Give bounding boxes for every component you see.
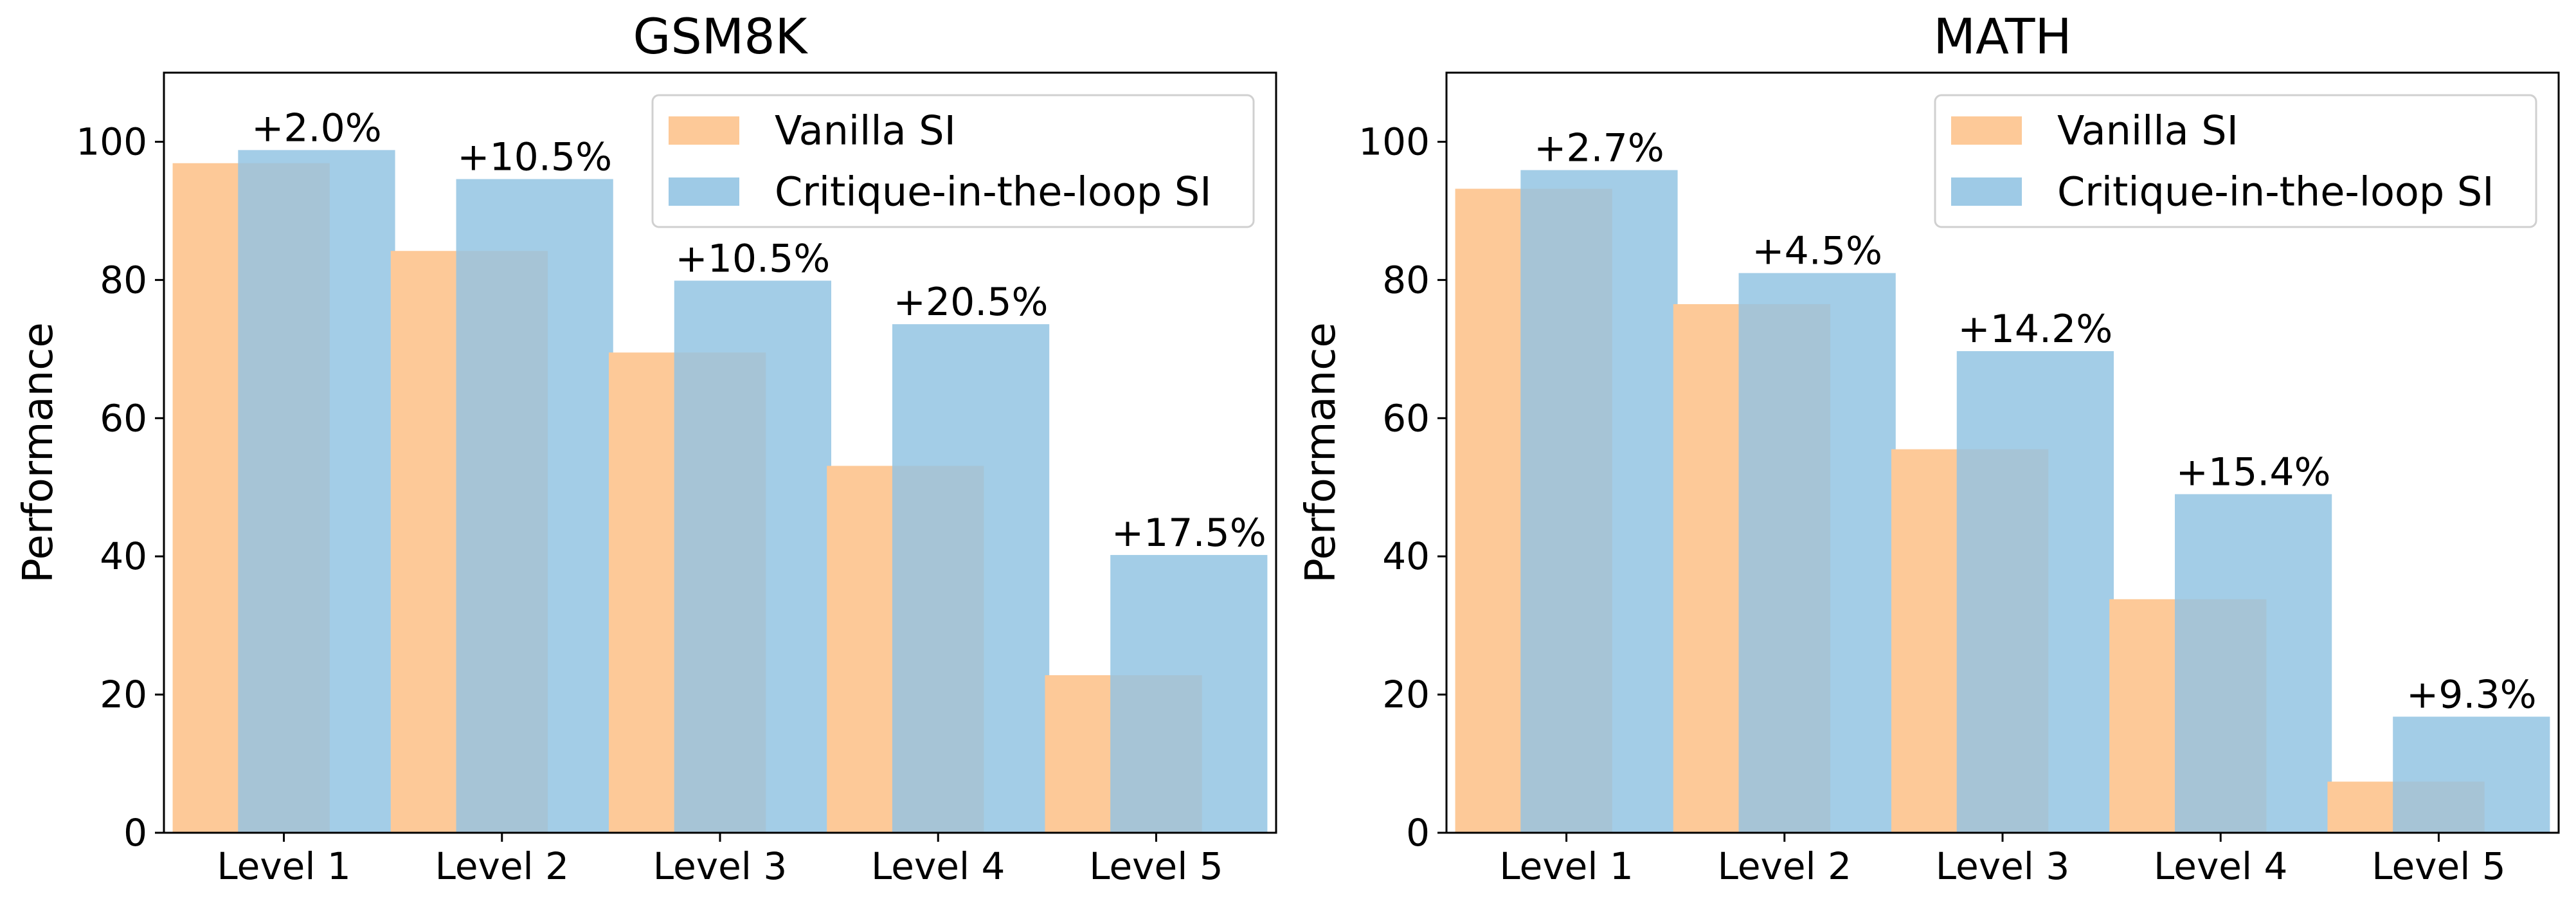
legend: Vanilla SI Critique-in-the-loop SI: [651, 94, 1255, 228]
legend-swatch: [1951, 177, 2022, 206]
plot-area-frame: [163, 71, 1277, 834]
y-axis-label: Performance: [1297, 322, 1345, 583]
bar-overlap-region: [1520, 188, 1612, 833]
y-tick-label: 60: [1382, 396, 1430, 440]
bar-overlap-region: [1956, 449, 2049, 833]
improvement-label: +2.7%: [1534, 126, 1664, 171]
legend-swatch: [1951, 116, 2022, 145]
improvement-label: +2.0%: [251, 105, 382, 150]
y-tick-label: 60: [100, 396, 147, 440]
legend-label: Critique-in-the-loop SI: [775, 168, 1212, 215]
bar-overlap-region: [892, 466, 984, 833]
legend-label: Vanilla SI: [2057, 107, 2238, 154]
y-tick-label: 40: [1382, 534, 1430, 578]
y-tick-label: 100: [1358, 120, 1430, 163]
x-tick-label: Level 1: [217, 844, 350, 888]
plot-area-frame: [1445, 71, 2560, 834]
legend-swatch: [669, 177, 739, 206]
legend-swatch: [669, 116, 739, 145]
bar-overlap-region: [1110, 675, 1202, 833]
improvement-label: +9.3%: [2406, 672, 2537, 717]
legend-box: [651, 94, 1255, 228]
chart-panel-2: MATH Performance +2.7% Level 1 +4.5% Level 2 +…: [1297, 8, 2560, 888]
x-tick-label: Level 5: [1089, 844, 1223, 888]
improvement-label: +4.5%: [1752, 229, 1882, 274]
bar-overlap-region: [2174, 599, 2267, 833]
legend-label: Critique-in-the-loop SI: [2057, 168, 2494, 215]
x-tick-label: Level 4: [871, 844, 1005, 888]
x-tick-label: Level 3: [1936, 844, 2069, 888]
legend-label: Vanilla SI: [775, 107, 956, 154]
chart-panel-1: GSM8K Performance +2.0% Level 1 +10.5% Level …: [15, 8, 1277, 888]
y-tick-label: 80: [1382, 258, 1430, 302]
bar-overlap-region: [674, 352, 766, 833]
y-tick-label: 20: [1382, 673, 1430, 716]
chart-title: MATH: [1933, 8, 2071, 65]
y-tick-label: 40: [100, 534, 147, 578]
bar-overlap-region: [456, 251, 548, 833]
x-tick-label: Level 2: [1718, 844, 1851, 888]
x-tick-label: Level 2: [435, 844, 569, 888]
x-tick-label: Level 4: [2154, 844, 2287, 888]
x-tick-label: Level 3: [653, 844, 787, 888]
improvement-label: +10.5%: [675, 236, 830, 281]
x-tick-label: Level 1: [1499, 844, 1633, 888]
y-tick-label: 0: [1406, 811, 1430, 855]
y-axis-label: Performance: [15, 322, 62, 583]
legend-box: [1934, 94, 2537, 228]
x-tick-label: Level 5: [2372, 844, 2505, 888]
bar-overlap-region: [238, 163, 330, 833]
bar-overlap-region: [1738, 304, 1831, 833]
improvement-label: +17.5%: [1112, 511, 1266, 556]
y-tick-label: 20: [100, 673, 147, 716]
y-tick-label: 80: [100, 258, 147, 302]
improvement-label: +14.2%: [1958, 307, 2112, 352]
y-tick-label: 0: [123, 811, 147, 855]
legend: Vanilla SI Critique-in-the-loop SI: [1934, 94, 2537, 228]
improvement-label: +10.5%: [457, 134, 612, 179]
chart-title: GSM8K: [633, 8, 809, 65]
y-tick-label: 100: [76, 120, 147, 163]
bar-overlap-region: [2393, 781, 2485, 833]
improvement-label: +15.4%: [2176, 449, 2331, 495]
improvement-label: +20.5%: [894, 280, 1049, 325]
